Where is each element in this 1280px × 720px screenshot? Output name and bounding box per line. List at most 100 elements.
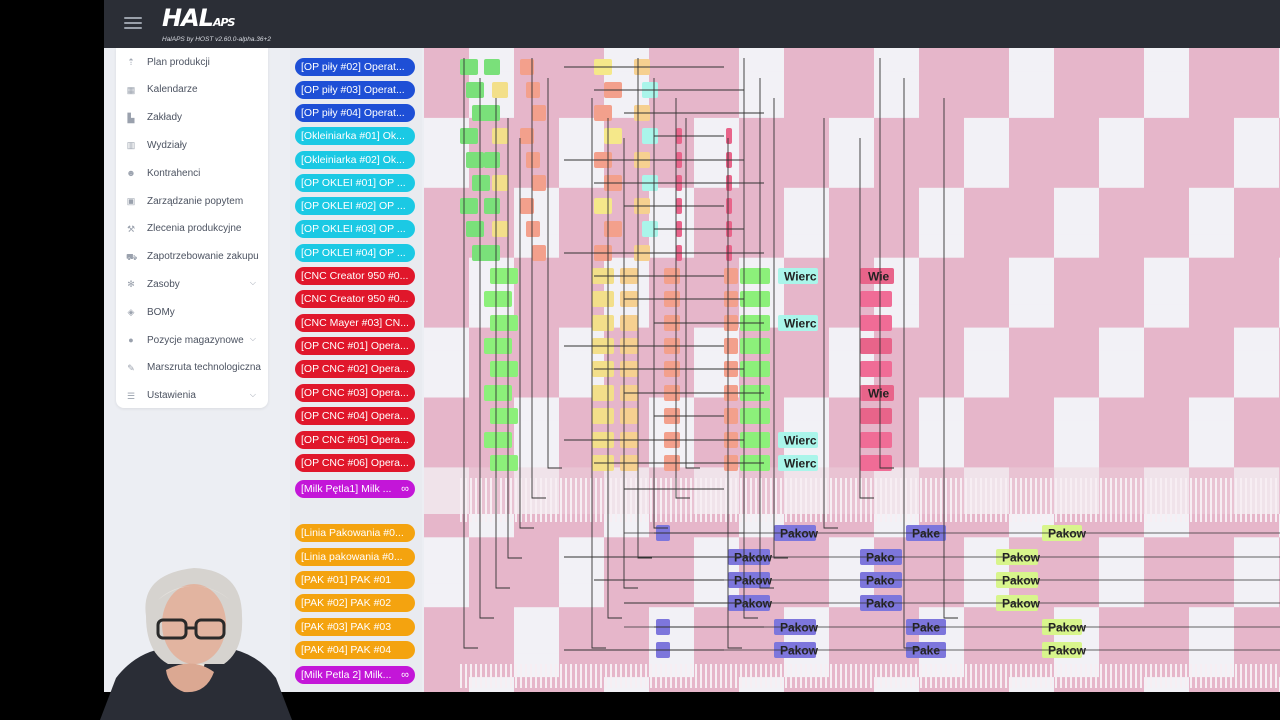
sidebar-item[interactable]: ⇡ Plan produkcji — [116, 51, 268, 73]
task-labeled[interactable]: Wierc — [778, 455, 818, 471]
task-block[interactable] — [860, 315, 892, 331]
resource-pill[interactable]: [CNC Creator 950 #0... — [295, 290, 415, 308]
logo[interactable]: HALAPS HalAPS by HOST v2.60.0-alpha.36+2 — [162, 4, 271, 43]
resource-pill[interactable]: [OP CNC #03] Opera... — [295, 384, 415, 402]
task-block[interactable] — [860, 408, 892, 424]
sidebar-item[interactable]: ▥ Wydziały — [116, 134, 268, 156]
task-block[interactable] — [460, 128, 478, 144]
sidebar-item[interactable]: ◈ BOMy — [116, 301, 268, 323]
task-block[interactable] — [490, 455, 518, 471]
task-block[interactable] — [860, 291, 892, 307]
sidebar-item[interactable]: ⛟ Zapotrzebowanie zakupu — [116, 246, 268, 268]
resource-pill[interactable]: [PAK #04] PAK #04 — [295, 641, 415, 659]
task-block[interactable] — [604, 221, 622, 237]
task-block[interactable] — [862, 268, 894, 284]
hamburger-menu-icon[interactable] — [124, 14, 142, 34]
task-block[interactable] — [484, 105, 500, 121]
sidebar-item[interactable]: ☰ Ustawienia ⌵ — [116, 385, 268, 407]
task-block[interactable] — [460, 198, 478, 214]
task-block[interactable] — [724, 338, 738, 354]
chevron-down-icon[interactable]: ⌵ — [249, 334, 256, 343]
task-block[interactable] — [484, 198, 500, 214]
task-block[interactable] — [460, 59, 478, 75]
task-block[interactable] — [520, 128, 534, 144]
resource-pill[interactable]: [OP CNC #04] Opera... — [295, 407, 415, 425]
task-block[interactable] — [484, 245, 500, 261]
task-block[interactable] — [484, 432, 512, 448]
task-block[interactable] — [860, 455, 892, 471]
resource-pill[interactable]: [OP OKLEI #04] OP ... — [295, 244, 415, 262]
resource-pill[interactable]: [OP CNC #06] Opera... — [295, 454, 415, 472]
task-block[interactable] — [484, 385, 512, 401]
resource-pill[interactable]: [Milk Pętla1] Milk ... ∞ — [295, 480, 415, 498]
task-block[interactable] — [740, 408, 770, 424]
task-block[interactable] — [532, 105, 546, 121]
resource-pill[interactable]: [OP CNC #05] Opera... — [295, 431, 415, 449]
resource-pill[interactable]: [OP CNC #02] Opera... — [295, 360, 415, 378]
task-block[interactable] — [532, 175, 546, 191]
resource-pill[interactable]: [CNC Mayer #03] CN... — [295, 314, 415, 332]
resource-pill[interactable]: [PAK #01] PAK #01 — [295, 571, 415, 589]
task-block[interactable] — [532, 245, 546, 261]
task-block[interactable] — [484, 59, 500, 75]
task-block[interactable] — [860, 432, 892, 448]
resource-pill[interactable]: [OP OKLEI #02] OP ... — [295, 197, 415, 215]
task-block[interactable] — [526, 152, 540, 168]
gantt-canvas[interactable]: Wierc Wierc Wie Wie Wierc Wierc Pakow Pake Pakow… — [424, 48, 1280, 692]
sidebar-item[interactable]: ✎ Marszruta technologiczna — [116, 357, 268, 379]
resource-pill[interactable]: [Linia Pakowania #0... — [295, 524, 415, 542]
task-block[interactable] — [726, 128, 732, 144]
task-block[interactable] — [594, 198, 612, 214]
task-block[interactable] — [604, 128, 622, 144]
task-block[interactable] — [466, 82, 484, 98]
task-block[interactable] — [726, 198, 732, 214]
resource-pill[interactable]: [Linia pakowania #0... — [295, 548, 415, 566]
resource-pill[interactable]: [OP piły #04] Operat... — [295, 104, 415, 122]
sidebar-item[interactable]: ⚒ Zlecenia produkcyjne — [116, 218, 268, 240]
task-block[interactable] — [778, 315, 818, 331]
task-block[interactable] — [466, 152, 484, 168]
resource-pill[interactable]: [OP piły #02] Operat... — [295, 58, 415, 76]
task-block[interactable] — [778, 432, 818, 448]
sidebar-item[interactable]: ▦ Kalendarze — [116, 79, 268, 101]
task-block[interactable] — [490, 361, 518, 377]
task-labeled[interactable]: Wie — [862, 385, 894, 401]
resource-pill[interactable]: [Okleiniarka #01] Ok... — [295, 127, 415, 145]
resource-pill[interactable]: [OP OKLEI #01] OP ... — [295, 174, 415, 192]
task-block[interactable] — [490, 268, 518, 284]
task-block[interactable] — [740, 361, 770, 377]
task-block[interactable] — [592, 315, 614, 331]
sidebar-item[interactable]: ▣ Zarządzanie popytem — [116, 190, 268, 212]
task-block[interactable] — [520, 59, 534, 75]
task-block[interactable] — [620, 408, 638, 424]
task-block[interactable] — [862, 385, 894, 401]
resource-pill[interactable]: [OP CNC #01] Opera... — [295, 337, 415, 355]
task-block[interactable] — [592, 291, 614, 307]
task-block[interactable] — [860, 338, 892, 354]
task-block[interactable] — [490, 315, 518, 331]
resource-pill[interactable]: [PAK #03] PAK #03 — [295, 618, 415, 636]
task-block[interactable] — [526, 221, 540, 237]
task-labeled[interactable]: Wie — [862, 268, 894, 284]
task-block[interactable] — [778, 268, 818, 284]
task-block[interactable] — [592, 408, 614, 424]
task-block[interactable] — [492, 221, 508, 237]
chevron-down-icon[interactable]: ⌵ — [249, 389, 256, 399]
resource-pill[interactable]: [CNC Creator 950 #0... — [295, 267, 415, 285]
resource-pill[interactable]: [Okleiniarka #02] Ok... — [295, 151, 415, 169]
task-block[interactable] — [592, 385, 614, 401]
task-block[interactable] — [466, 221, 484, 237]
task-block[interactable] — [860, 361, 892, 377]
gantt-chart[interactable]: Wierc Wierc Wie Wie Wierc Wierc Pakow Pake Pakow… — [424, 48, 1280, 692]
task-block[interactable] — [740, 268, 770, 284]
task-block[interactable] — [492, 128, 508, 144]
chevron-down-icon[interactable]: ⌵ — [249, 278, 256, 288]
task-block[interactable] — [526, 82, 540, 98]
resource-pill[interactable]: [PAK #02] PAK #02 — [295, 594, 415, 612]
task-block[interactable] — [724, 268, 738, 284]
task-block[interactable] — [492, 175, 508, 191]
task-block[interactable] — [520, 198, 534, 214]
resource-pill[interactable]: [OP piły #03] Operat... — [295, 81, 415, 99]
task-labeled[interactable]: Wierc — [778, 432, 818, 448]
sidebar-item[interactable]: ● Pozycje magazynowe ⌵ — [116, 329, 268, 351]
